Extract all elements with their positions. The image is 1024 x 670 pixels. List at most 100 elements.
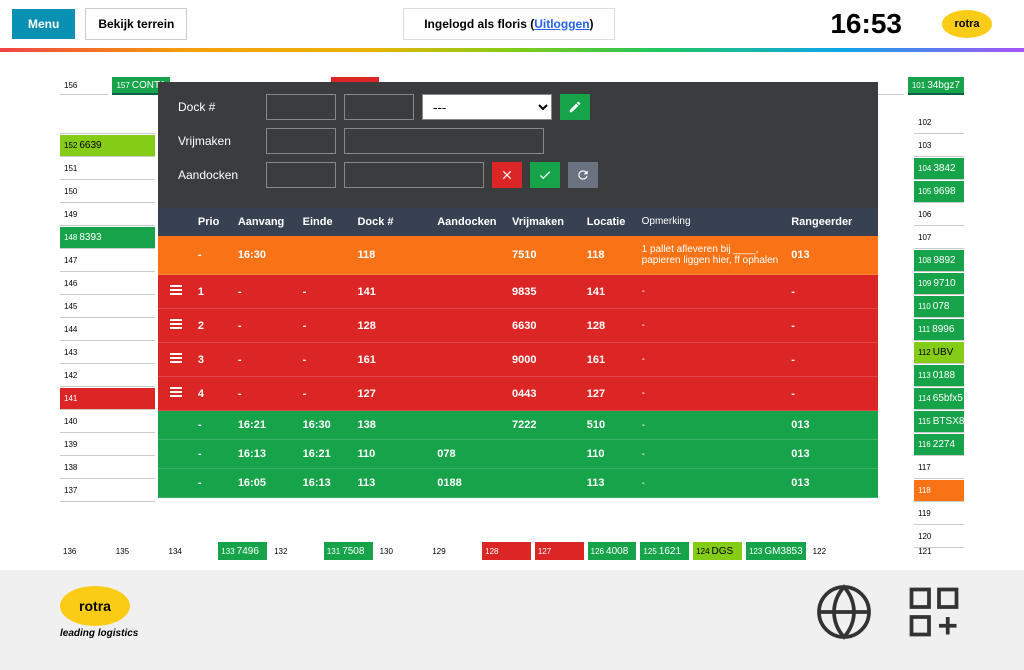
dock-cell[interactable]: 142	[60, 365, 155, 387]
cancel-button[interactable]	[492, 162, 522, 188]
dock-input[interactable]	[266, 94, 336, 120]
footer-logo: rotra	[60, 586, 130, 626]
menu-icon[interactable]	[170, 283, 182, 297]
dock-cell[interactable]: 103	[914, 135, 964, 157]
th-rangeerder: Rangeerder	[791, 216, 866, 228]
menu-icon[interactable]	[170, 385, 182, 399]
table-row[interactable]: 2--1286630128--	[158, 309, 878, 343]
dock-cell[interactable]: 1251621	[640, 542, 689, 560]
form-area: Dock # --- Vrijmaken Aandocken	[158, 82, 878, 208]
aand-input[interactable]	[266, 162, 336, 188]
dock-cell[interactable]: 156	[60, 77, 108, 95]
dock-cell[interactable]: 135	[113, 542, 162, 560]
dock-cell[interactable]: 138	[60, 457, 155, 479]
dock-cell[interactable]: 123GM3853	[746, 542, 806, 560]
dock-cell[interactable]	[862, 542, 911, 560]
menu-icon[interactable]	[170, 317, 182, 331]
th-opmerking: Opmerking	[642, 216, 792, 228]
table-row[interactable]: -16:2116:301387222510-013	[158, 411, 878, 440]
footer-logo-block: rotra leading logistics	[60, 586, 140, 639]
dock-cell[interactable]: 1264008	[588, 542, 637, 560]
dock-cell[interactable]: 128	[482, 542, 531, 560]
left-side-docks: 1526639151150149148839314714614514414314…	[60, 112, 155, 503]
aand-input-2[interactable]	[344, 162, 484, 188]
dock-cell[interactable]: 127	[535, 542, 584, 560]
dock-select[interactable]: ---	[422, 94, 552, 120]
dock-cell[interactable]: 107	[914, 227, 964, 249]
clock: 16:53	[830, 8, 902, 40]
check-icon	[538, 168, 552, 182]
dock-cell[interactable]: 137	[60, 480, 155, 502]
dock-cell[interactable]: 149	[60, 204, 155, 226]
dock-cell[interactable]: 119	[914, 503, 964, 525]
dock-cell[interactable]: 132	[271, 542, 320, 560]
dock-cell[interactable]: 136	[60, 542, 109, 560]
table-row[interactable]: -16:0516:131130188113-013	[158, 469, 878, 498]
dock-cell[interactable]: 1317508	[324, 542, 373, 560]
dock-cell[interactable]: 124DGS	[693, 542, 742, 560]
dock-cell[interactable]: 118	[914, 480, 964, 502]
dock-cell[interactable]: 150	[60, 181, 155, 203]
pencil-icon	[568, 100, 582, 114]
dock-cell[interactable]: 130	[377, 542, 426, 560]
dock-cell[interactable]: 141	[60, 388, 155, 410]
table-row[interactable]: -16:3011875101181 pallet afleveren bij _…	[158, 236, 878, 275]
logo-top: rotra	[942, 10, 992, 38]
table-row[interactable]: 4--1270443127--	[158, 377, 878, 411]
dock-cell[interactable]: 106	[914, 204, 964, 226]
dock-cell[interactable]	[60, 112, 155, 134]
dock-cell[interactable]: 122	[810, 542, 859, 560]
menu-icon[interactable]	[170, 351, 182, 365]
dock-cell[interactable]: 151	[60, 158, 155, 180]
dock-cell[interactable]: 145	[60, 296, 155, 318]
th-aanvang: Aanvang	[238, 216, 303, 228]
right-side-docks: 1021031043842105969810610710898921099710…	[914, 112, 964, 549]
dock-cell[interactable]: 140	[60, 411, 155, 433]
dock-cell[interactable]: 1130188	[914, 365, 964, 387]
refresh-button[interactable]	[568, 162, 598, 188]
table-row[interactable]: 3--1619000161--	[158, 343, 878, 377]
edit-button[interactable]	[560, 94, 590, 120]
dock-cell[interactable]: 147	[60, 250, 155, 272]
dock-cell[interactable]: 144	[60, 319, 155, 341]
dock-cell[interactable]: 102	[914, 112, 964, 134]
dock-cell[interactable]: 11465bfx5	[914, 388, 964, 410]
dock-cell[interactable]: 117	[914, 457, 964, 479]
dock-cell[interactable]: 1526639	[60, 135, 155, 157]
dock-cell[interactable]: 10134bgz7	[908, 77, 964, 95]
dock-cell[interactable]: 134	[166, 542, 215, 560]
table-row[interactable]: 1--1419835141--	[158, 275, 878, 309]
dock-cell[interactable]: 143	[60, 342, 155, 364]
dock-cell[interactable]: 1488393	[60, 227, 155, 249]
dock-cell[interactable]: 1059698	[914, 181, 964, 203]
confirm-button[interactable]	[530, 162, 560, 188]
vrij-input[interactable]	[266, 128, 336, 154]
terrain-button[interactable]: Bekijk terrein	[85, 8, 187, 40]
table-row[interactable]: -16:1316:21110078110-013	[158, 440, 878, 469]
menu-button[interactable]: Menu	[12, 9, 75, 39]
topbar: Menu Bekijk terrein Ingelogd als floris …	[0, 0, 1024, 48]
login-info: Ingelogd als floris (Uitloggen)	[403, 8, 614, 40]
vrij-input-2[interactable]	[344, 128, 544, 154]
dock-cell[interactable]: 129	[429, 542, 478, 560]
dock-cell[interactable]: 120	[914, 526, 964, 548]
dock-cell[interactable]: 1043842	[914, 158, 964, 180]
globe-icon	[814, 582, 874, 642]
dock-cell[interactable]: 1337496	[218, 542, 267, 560]
th-prio: Prio	[198, 216, 238, 228]
dock-cell[interactable]: 139	[60, 434, 155, 456]
logout-link[interactable]: Uitloggen	[534, 17, 589, 31]
dock-cell[interactable]: 146	[60, 273, 155, 295]
dock-input-2[interactable]	[344, 94, 414, 120]
dock-cell[interactable]: 1089892	[914, 250, 964, 272]
dock-cell[interactable]: 110078	[914, 296, 964, 318]
dock-cell[interactable]: 1162274	[914, 434, 964, 456]
dock-cell[interactable]: 112UBV	[914, 342, 964, 364]
dock-cell[interactable]: 1118996	[914, 319, 964, 341]
footer-tagline: leading logistics	[60, 628, 140, 639]
dock-cell[interactable]: 115BTSX85	[914, 411, 964, 433]
dock-cell[interactable]: 1099710	[914, 273, 964, 295]
close-icon	[500, 168, 514, 182]
login-prefix: Ingelogd als floris (	[424, 17, 534, 31]
footer: rotra leading logistics	[0, 570, 1024, 654]
